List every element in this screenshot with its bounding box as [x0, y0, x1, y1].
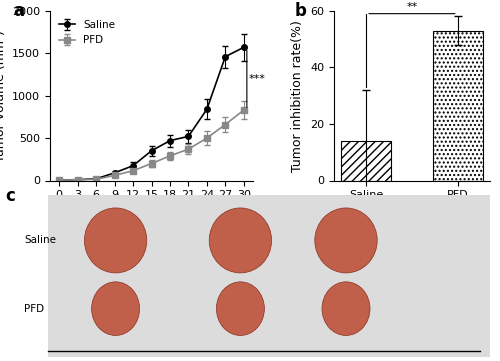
Y-axis label: Tumor inhibition rate(%): Tumor inhibition rate(%) [292, 20, 304, 171]
Ellipse shape [209, 208, 272, 273]
Ellipse shape [92, 282, 140, 335]
Y-axis label: Tumor volume (mm³): Tumor volume (mm³) [0, 30, 6, 162]
Legend: Saline, PFD: Saline, PFD [55, 16, 120, 49]
Text: **: ** [406, 2, 418, 12]
Ellipse shape [315, 208, 377, 273]
Bar [341, 141, 392, 180]
Text: c: c [5, 187, 15, 205]
Text: a: a [14, 2, 24, 20]
Text: Saline: Saline [24, 235, 56, 245]
Text: PFD: PFD [24, 304, 44, 314]
Bar [432, 31, 483, 180]
Text: b: b [295, 2, 306, 20]
Ellipse shape [84, 208, 147, 273]
Ellipse shape [322, 282, 370, 335]
Text: ***: *** [248, 74, 266, 84]
Ellipse shape [216, 282, 264, 335]
X-axis label: Days: Days [136, 206, 167, 219]
